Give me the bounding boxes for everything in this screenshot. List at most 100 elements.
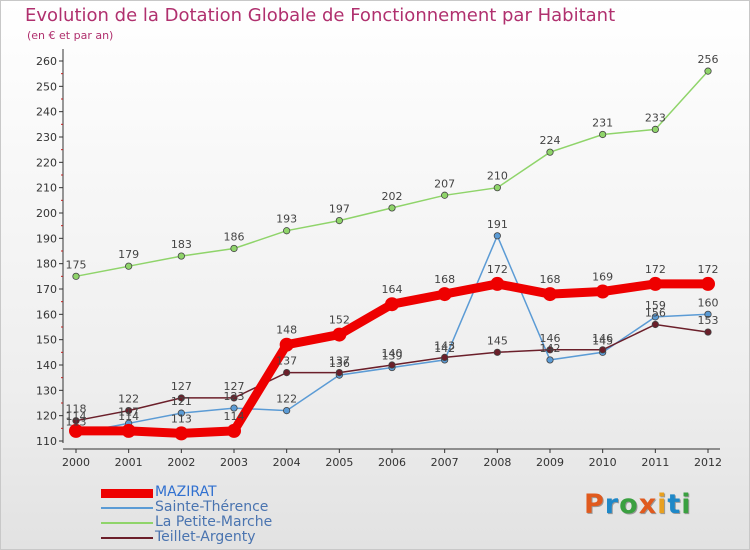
data-point-la-petite-marche <box>651 125 659 133</box>
data-point-mazirat <box>385 297 399 312</box>
x-tick-label: 2004 <box>273 456 301 469</box>
y-tick-label: 190 <box>36 232 57 245</box>
data-point-mazirat <box>543 287 557 302</box>
series-sainte-therence <box>72 232 712 437</box>
data-label-la-petite-marche: 210 <box>487 170 508 183</box>
x-tick-label: 2006 <box>378 456 406 469</box>
y-tick-label: 120 <box>36 410 57 423</box>
data-label-sainte-therence: 121 <box>171 395 192 408</box>
data-point-teillet-argenty <box>177 394 185 402</box>
data-point-mazirat <box>701 276 715 291</box>
data-label-mazirat: 172 <box>487 263 508 276</box>
data-point-teillet-argenty <box>283 368 291 377</box>
data-label-la-petite-marche: 183 <box>171 238 192 251</box>
data-point-sainte-therence <box>546 356 554 364</box>
data-label-la-petite-marche: 224 <box>540 134 561 147</box>
data-point-mazirat <box>648 276 663 291</box>
data-point-la-petite-marche <box>335 217 343 225</box>
legend-label-sainte-therence: Sainte-Thérence <box>155 499 269 515</box>
data-label-mazirat: 113 <box>171 412 192 425</box>
data-point-sainte-therence <box>651 313 659 321</box>
data-point-la-petite-marche <box>441 191 449 199</box>
data-label-la-petite-marche: 175 <box>66 258 87 271</box>
y-tick-label: 150 <box>36 334 57 347</box>
data-label-teillet-argenty: 127 <box>224 380 245 393</box>
x-tick-label: 2011 <box>641 456 669 469</box>
x-tick-label: 2000 <box>62 456 90 469</box>
legend-swatch-teillet-argenty <box>101 537 153 539</box>
data-label-sainte-therence: 160 <box>698 296 719 309</box>
data-label-teillet-argenty: 137 <box>329 355 350 368</box>
data-point-sainte-therence <box>704 310 712 318</box>
data-label-mazirat: 168 <box>540 273 561 286</box>
y-tick-label: 230 <box>36 131 57 144</box>
data-point-mazirat <box>490 276 505 291</box>
data-label-teillet-argenty: 146 <box>592 332 613 345</box>
x-tick-label: 2003 <box>220 456 248 469</box>
data-point-la-petite-marche <box>599 130 607 139</box>
data-label-mazirat: 114 <box>118 410 139 423</box>
legend-swatch-sainte-therence <box>101 507 153 509</box>
data-label-sainte-therence: 122 <box>276 393 297 406</box>
y-tick-label: 110 <box>36 435 57 448</box>
data-point-la-petite-marche <box>72 272 80 280</box>
data-point-sainte-therence <box>493 232 501 240</box>
y-tick-label: 240 <box>36 106 57 119</box>
x-tick-label: 2008 <box>483 456 511 469</box>
x-tick-label: 2002 <box>167 456 195 469</box>
data-point-mazirat <box>227 423 241 438</box>
data-label-mazirat: 114 <box>224 410 245 423</box>
data-label-la-petite-marche: 186 <box>224 230 245 243</box>
data-label-mazirat: 152 <box>329 314 350 327</box>
y-tick-label: 250 <box>36 80 57 93</box>
x-tick-label: 2007 <box>431 456 459 469</box>
data-label-la-petite-marche: 233 <box>645 111 666 124</box>
data-label-la-petite-marche: 231 <box>592 116 613 129</box>
data-point-la-petite-marche <box>546 148 554 156</box>
data-point-sainte-therence <box>283 406 291 415</box>
data-point-teillet-argenty <box>546 346 554 354</box>
data-point-la-petite-marche <box>230 244 238 253</box>
data-label-sainte-therence: 191 <box>487 218 508 231</box>
data-label-la-petite-marche: 179 <box>118 248 139 261</box>
x-tick-label: 2010 <box>589 456 617 469</box>
series-teillet-argenty <box>72 320 712 425</box>
data-point-la-petite-marche <box>283 227 291 235</box>
chart-axes: 110 120 130 140 150 160 170 180 190 200 210 220 230 2… <box>36 49 722 469</box>
data-point-mazirat <box>121 423 136 438</box>
data-label-la-petite-marche: 193 <box>276 213 297 226</box>
data-point-mazirat <box>437 287 452 302</box>
data-point-la-petite-marche <box>493 184 501 192</box>
data-point-teillet-argenty <box>335 368 343 377</box>
data-point-teillet-argenty <box>651 320 659 329</box>
data-label-teillet-argenty: 127 <box>171 380 192 393</box>
data-label-sainte-therence: 139 <box>382 350 403 363</box>
data-label-sainte-therence: 117 <box>118 405 139 418</box>
data-label-la-petite-marche: 256 <box>698 53 719 66</box>
data-point-sainte-therence <box>177 409 185 417</box>
data-point-mazirat <box>69 423 83 438</box>
series-mazirat <box>69 276 715 441</box>
y-tick-label: 260 <box>36 55 57 68</box>
series-la-petite-marche <box>72 67 712 280</box>
legend-swatch-la-petite-marche <box>101 522 153 524</box>
legend-label-mazirat: MAZIRAT <box>155 484 217 500</box>
data-label-teillet-argenty: 143 <box>434 339 455 352</box>
data-label-mazirat: 114 <box>66 410 87 423</box>
data-point-mazirat <box>332 327 347 342</box>
data-label-sainte-therence: 136 <box>329 357 350 370</box>
proxiti-logo: Proxiti <box>584 489 692 520</box>
legend-label-teillet-argenty: Teillet-Argenty <box>155 529 256 545</box>
y-tick-label: 130 <box>36 384 57 397</box>
data-point-teillet-argenty <box>125 406 133 415</box>
x-tick-label: 2009 <box>536 456 564 469</box>
data-label-mazirat: 168 <box>434 273 455 286</box>
x-tick-label: 2012 <box>694 456 722 469</box>
data-point-la-petite-marche <box>388 204 396 212</box>
data-label-la-petite-marche: 197 <box>329 203 350 216</box>
y-tick-label: 140 <box>36 359 57 372</box>
data-point-sainte-therence <box>230 404 238 412</box>
data-label-sainte-therence: 142 <box>540 342 561 355</box>
data-point-teillet-argenty <box>230 394 238 402</box>
legend-label-la-petite-marche: La Petite-Marche <box>155 514 273 530</box>
